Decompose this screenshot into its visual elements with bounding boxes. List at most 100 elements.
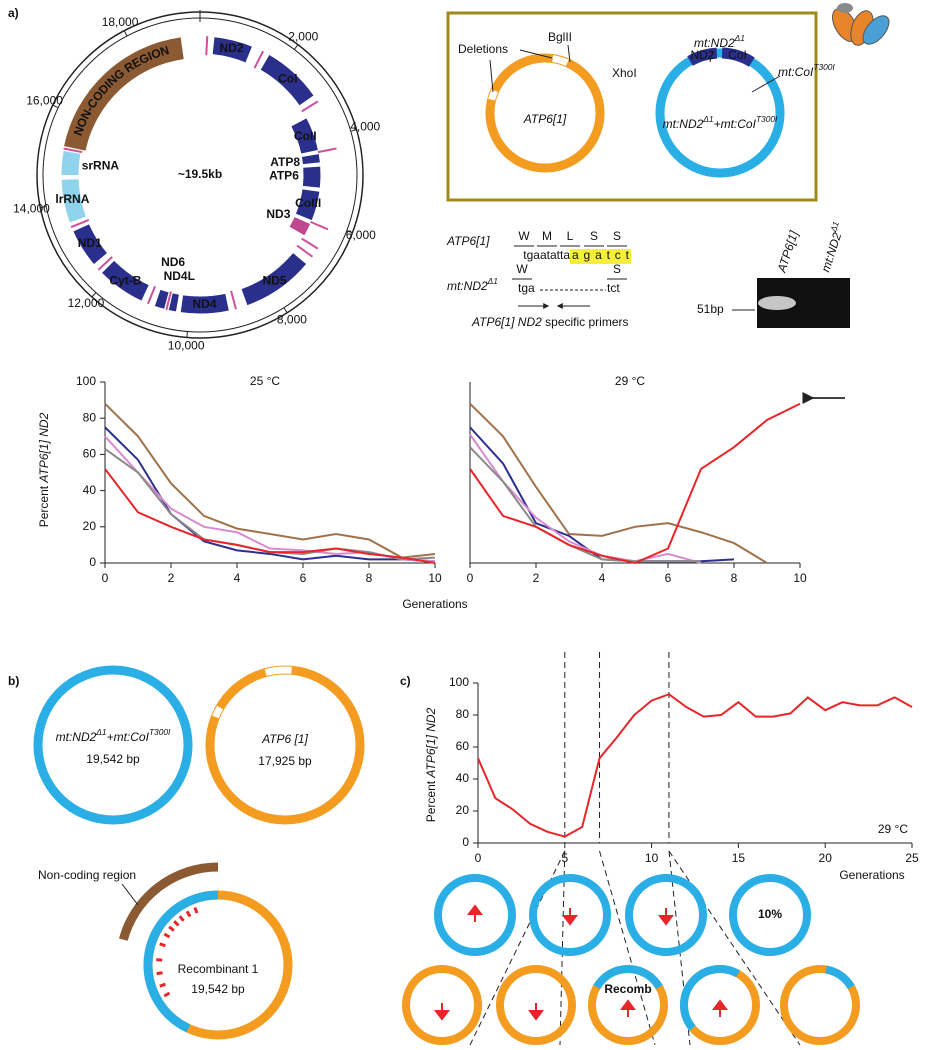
label-text: mt:CoI bbox=[778, 65, 814, 79]
gene-arc bbox=[302, 166, 321, 188]
label: 0 bbox=[89, 555, 96, 569]
label: W bbox=[516, 262, 528, 276]
recombined-arc bbox=[825, 965, 855, 990]
label-italic: ATP6[1] ND2 bbox=[37, 412, 51, 483]
trna-mark bbox=[97, 256, 113, 271]
label: W bbox=[518, 229, 530, 243]
label: M bbox=[542, 229, 552, 243]
label: 10 bbox=[645, 851, 659, 865]
label: 2 bbox=[168, 571, 175, 585]
snp-mark bbox=[159, 942, 166, 948]
trna-mark bbox=[165, 291, 172, 311]
label: XhoI bbox=[612, 66, 637, 80]
plasmid-ring bbox=[529, 874, 611, 956]
label: S bbox=[613, 262, 621, 276]
label: 10 bbox=[428, 571, 442, 585]
label: 8 bbox=[731, 571, 738, 585]
plasmid-ring bbox=[780, 965, 860, 1045]
recombined-arc bbox=[593, 965, 663, 990]
label: 80 bbox=[83, 410, 97, 424]
label: Cyt-B bbox=[109, 274, 141, 288]
series-line bbox=[104, 435, 436, 563]
direction-arrow bbox=[528, 1003, 544, 1021]
trna-mark bbox=[317, 147, 337, 154]
pointer bbox=[567, 44, 571, 63]
label: Generations bbox=[839, 868, 904, 882]
label: CoIII bbox=[295, 196, 321, 210]
label: 17,925 bp bbox=[258, 754, 312, 768]
direction-arrow bbox=[434, 1003, 450, 1021]
label: ND6 bbox=[161, 255, 185, 269]
series-line bbox=[104, 448, 436, 561]
gene-arc bbox=[102, 260, 149, 301]
label: 14,000 bbox=[13, 202, 50, 216]
highlight bbox=[570, 249, 631, 264]
direction-arrow bbox=[658, 908, 674, 926]
label: 10 bbox=[793, 571, 807, 585]
label: 25 bbox=[905, 851, 919, 865]
deletion-gap bbox=[264, 666, 292, 676]
label: 19,542 bp bbox=[191, 982, 245, 996]
plasmid-ring bbox=[402, 965, 482, 1045]
label: S bbox=[613, 229, 621, 243]
direction-arrow bbox=[712, 999, 728, 1017]
series-line bbox=[477, 693, 913, 838]
direction-arrow bbox=[562, 908, 578, 926]
coordinate-tick bbox=[283, 307, 288, 314]
trna-mark bbox=[301, 100, 319, 113]
label: ND2 bbox=[690, 48, 714, 62]
label-sup: Δ1 bbox=[828, 220, 841, 234]
label: 29 °C bbox=[615, 374, 645, 388]
label: BglII bbox=[548, 30, 572, 44]
series-line bbox=[469, 402, 801, 565]
plasmid-ring bbox=[655, 48, 785, 178]
snp-mark bbox=[156, 971, 163, 976]
guide-line bbox=[599, 850, 656, 1046]
label: srRNA bbox=[82, 158, 120, 172]
snp-mark bbox=[168, 925, 175, 932]
label: mt:ND2Δ1+mt:CoIT300I bbox=[663, 114, 778, 131]
recombined-arc bbox=[680, 965, 740, 1031]
series-line bbox=[469, 403, 768, 564]
label-italic: ATP6[1] ND2 bbox=[471, 315, 542, 329]
label-sup: T300I bbox=[149, 727, 171, 737]
label-text: mt:ND2 bbox=[663, 117, 704, 131]
label: ATP6[1] ND2 specific primers bbox=[471, 315, 629, 329]
gene-arc bbox=[260, 55, 314, 106]
label: ATP6[1] bbox=[523, 112, 567, 126]
trna-mark bbox=[253, 50, 264, 69]
label: ND5 bbox=[263, 274, 287, 288]
label: 15 bbox=[732, 851, 746, 865]
label-sup: Δ1 bbox=[487, 276, 498, 286]
label: 18,000 bbox=[102, 15, 139, 29]
label: tct bbox=[607, 281, 620, 295]
guide-line bbox=[668, 850, 801, 1046]
label: 6 bbox=[300, 571, 307, 585]
label: c) bbox=[400, 674, 411, 688]
label: 0 bbox=[475, 851, 482, 865]
fly-icon bbox=[832, 3, 890, 46]
trna-mark bbox=[147, 285, 156, 305]
label: ND4L bbox=[164, 269, 195, 283]
pointer bbox=[121, 883, 139, 906]
label: mt:ND2Δ1 bbox=[447, 276, 498, 293]
gene-arc bbox=[301, 154, 320, 165]
gene-arc bbox=[180, 293, 229, 314]
label: 4,000 bbox=[350, 119, 380, 133]
snp-mark bbox=[193, 906, 199, 914]
label: ~19.5kb bbox=[178, 167, 222, 181]
label: 100 bbox=[76, 374, 96, 388]
plasmid-ring bbox=[729, 874, 811, 956]
label: 6 bbox=[665, 571, 672, 585]
label: lrRNA bbox=[55, 192, 89, 206]
gene-arc bbox=[295, 189, 320, 221]
gene-arc bbox=[61, 179, 86, 223]
label: 40 bbox=[456, 771, 470, 785]
gene-arc bbox=[73, 224, 108, 265]
gel-band bbox=[758, 296, 796, 310]
plasmid-box bbox=[446, 11, 818, 202]
label: ND4 bbox=[193, 297, 217, 311]
label: 8 bbox=[366, 571, 373, 585]
label: ATP8 bbox=[270, 155, 300, 169]
snp-mark bbox=[156, 958, 163, 962]
